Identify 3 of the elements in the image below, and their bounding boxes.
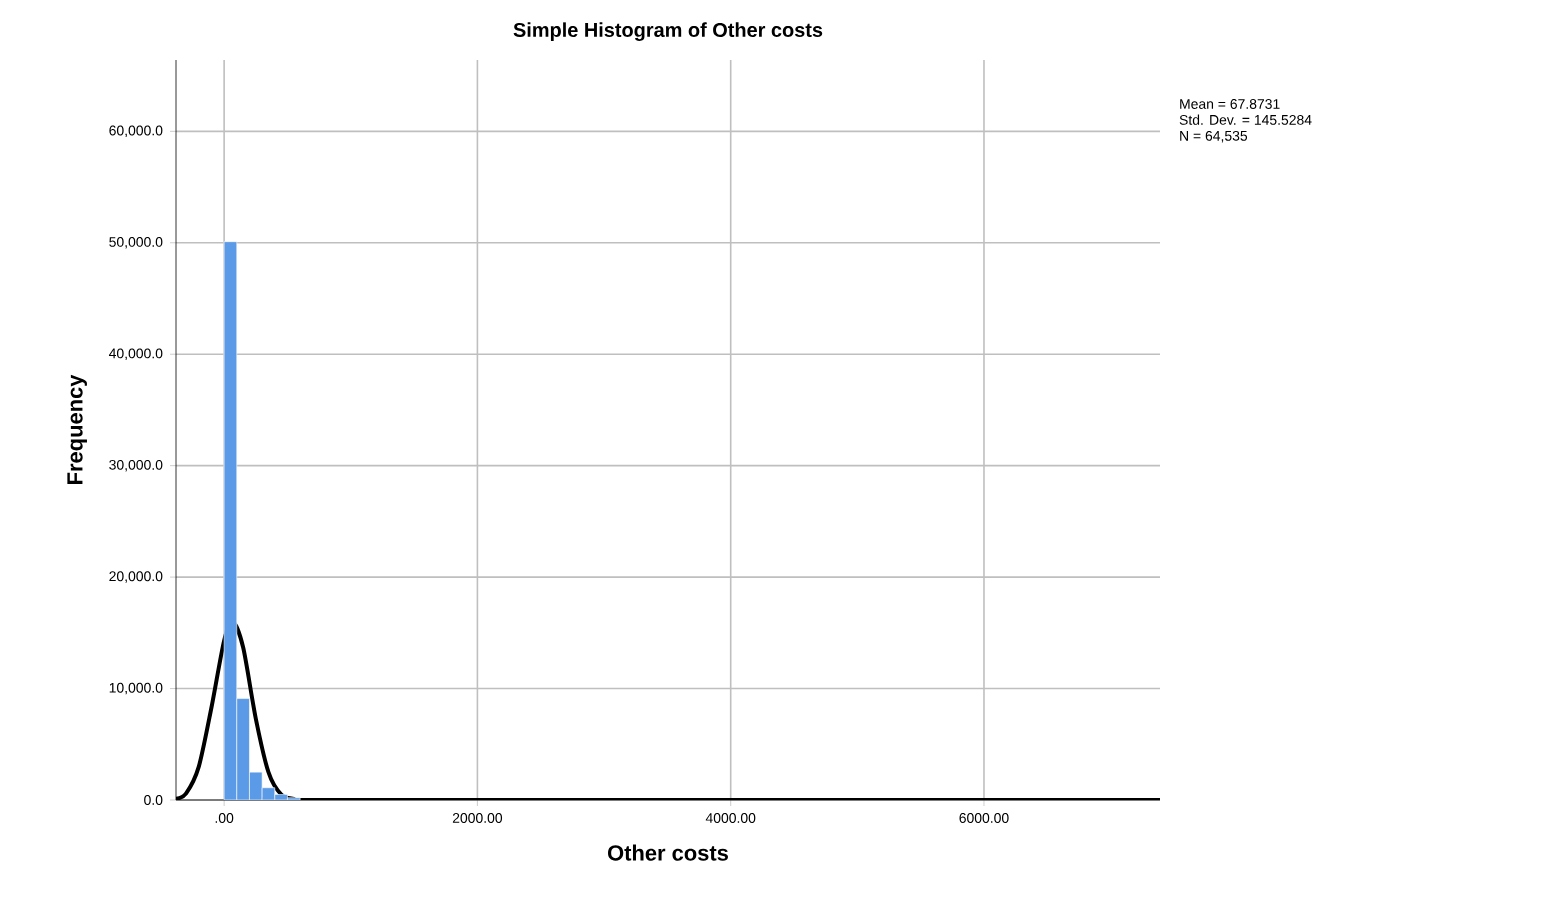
chart-title: Simple Histogram of Other costs (513, 22, 823, 41)
y-axis-title: Frequency (67, 374, 87, 484)
x-axis-title: Other costs (608, 844, 728, 861)
